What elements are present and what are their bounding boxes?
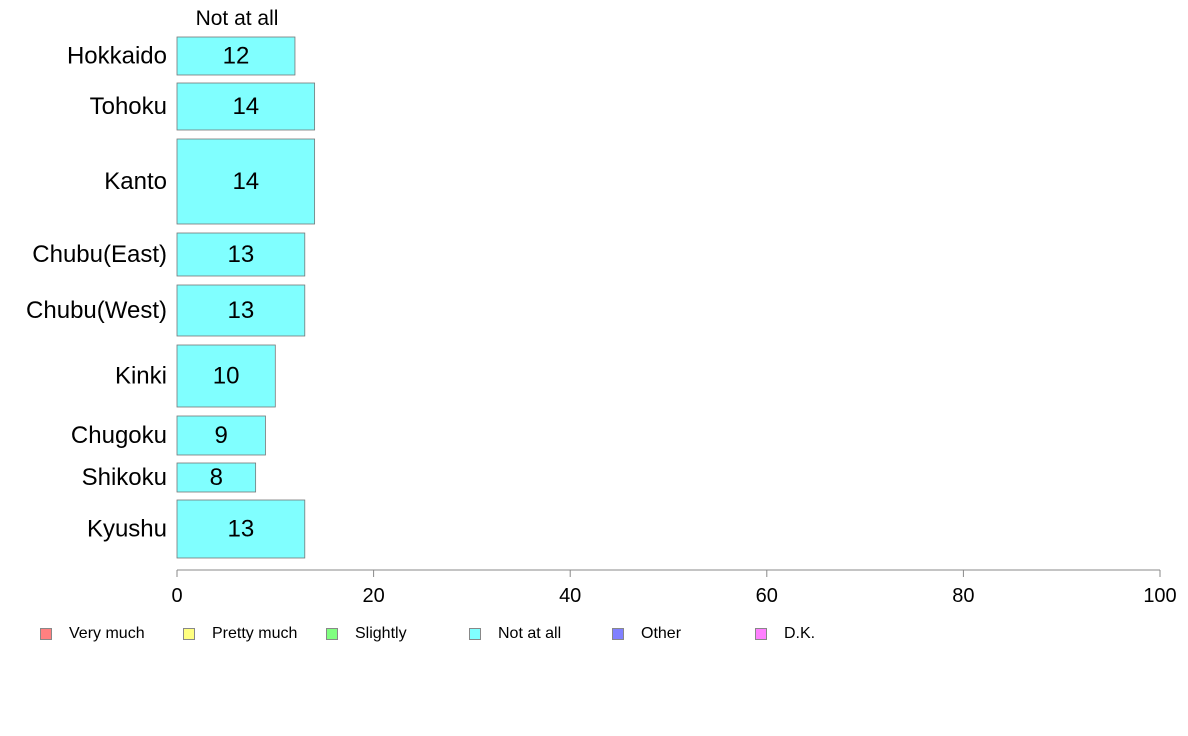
legend-label: Pretty much bbox=[212, 625, 298, 642]
legend-label: D.K. bbox=[784, 625, 816, 642]
bar-chart: Not at all 12 Hokkaido 14 Tohoku 14 Kanto 13 Ch… bbox=[26, 7, 1177, 607]
bar bbox=[176, 415, 266, 456]
legend-swatch bbox=[183, 628, 195, 640]
bar bbox=[176, 138, 316, 225]
chart-title: Not at all bbox=[196, 7, 279, 30]
bar bbox=[176, 499, 306, 559]
x-tick-label: 80 bbox=[952, 585, 974, 607]
legend-swatch bbox=[755, 628, 767, 640]
bar-value-label: 10 bbox=[213, 363, 240, 390]
legend-label: Very much bbox=[69, 625, 145, 642]
bar-value-label: 8 bbox=[210, 464, 223, 491]
x-tick-label: 60 bbox=[756, 585, 778, 607]
category-label: Kanto bbox=[104, 168, 167, 195]
x-tick-label: 100 bbox=[1143, 585, 1176, 607]
legend-item: D.K. bbox=[755, 622, 815, 646]
category-label: Chubu(East) bbox=[32, 241, 167, 268]
bar-value-label: 13 bbox=[228, 516, 255, 543]
bar bbox=[176, 462, 257, 493]
category-label: Kyushu bbox=[87, 516, 167, 543]
legend-item: Pretty much bbox=[183, 622, 297, 646]
bar-value-label: 13 bbox=[228, 297, 255, 324]
category-label: Hokkaido bbox=[67, 43, 167, 70]
legend: Very much Pretty much Slightly Not at al… bbox=[0, 622, 1188, 646]
bar-value-label: 14 bbox=[232, 93, 259, 120]
bar-value-label: 13 bbox=[228, 241, 255, 268]
legend-item: Other bbox=[612, 622, 681, 646]
bar-value-label: 9 bbox=[215, 422, 228, 449]
category-label: Chubu(West) bbox=[26, 297, 167, 324]
bar-value-label: 12 bbox=[223, 43, 250, 70]
legend-label: Not at all bbox=[498, 625, 562, 642]
category-label: Kinki bbox=[115, 363, 167, 390]
bar bbox=[176, 232, 306, 277]
bar-value-label: 14 bbox=[232, 168, 259, 195]
x-tick-label: 0 bbox=[171, 585, 182, 607]
bar bbox=[176, 36, 296, 76]
category-label: Chugoku bbox=[71, 422, 167, 449]
category-label: Tohoku bbox=[90, 93, 167, 120]
legend-swatch bbox=[612, 628, 624, 640]
legend-swatch bbox=[40, 628, 52, 640]
legend-item: Not at all bbox=[469, 622, 561, 646]
legend-swatch bbox=[469, 628, 481, 640]
bar bbox=[176, 284, 306, 337]
x-tick-label: 20 bbox=[362, 585, 384, 607]
legend-swatch bbox=[326, 628, 338, 640]
x-tick-label: 40 bbox=[559, 585, 581, 607]
legend-item: Very much bbox=[40, 622, 145, 646]
legend-label: Slightly bbox=[355, 625, 407, 642]
category-label: Shikoku bbox=[82, 464, 167, 491]
bar bbox=[176, 82, 316, 131]
legend-label: Other bbox=[641, 625, 682, 642]
legend-item: Slightly bbox=[326, 622, 407, 646]
bar bbox=[176, 344, 276, 408]
